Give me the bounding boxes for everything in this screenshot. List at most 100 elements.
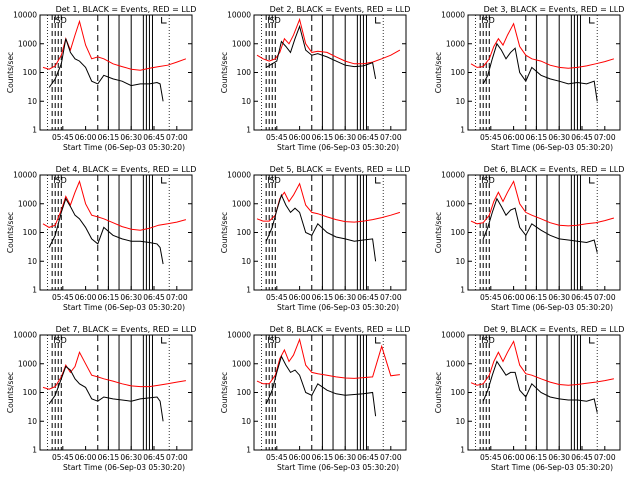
x-axis-label: Start Time (06-Sep-03 05:30:20) xyxy=(63,463,185,472)
y-tick-label: 10000 xyxy=(441,11,465,20)
y-tick-label: 1000 xyxy=(232,39,251,48)
lld-series-line xyxy=(42,179,187,231)
bracket-marker xyxy=(589,177,595,184)
x-tick-label: 06:30 xyxy=(548,133,570,142)
detector-panel-6: 1 10 100 1000 10000 05:45 06:00 06:15 06:30 06:45… xyxy=(434,165,624,312)
x-tick-label: 06:00 xyxy=(503,293,525,302)
isd-marker-label: ISD xyxy=(481,176,495,185)
detector-panel-3: 1 10 100 1000 10000 05:45 06:00 06:15 06:30 06:45… xyxy=(434,5,624,152)
y-tick-label: 10 xyxy=(241,97,251,106)
y-axis-label: Counts/sec xyxy=(220,212,229,253)
bracket-marker xyxy=(161,177,167,184)
lld-series-line xyxy=(42,19,187,71)
lld-series-line xyxy=(256,182,401,223)
y-tick-label: 100 xyxy=(23,68,38,77)
y-tick-label: 10000 xyxy=(227,11,251,20)
y-tick-label: 1 xyxy=(246,286,251,295)
x-tick-label: 06:00 xyxy=(75,453,97,462)
x-tick-label: 06:15 xyxy=(312,453,334,462)
x-tick-label: 06:30 xyxy=(334,293,356,302)
panel-title: Det 4, BLACK = Events, RED = LLD xyxy=(56,165,197,174)
y-tick-label: 1 xyxy=(246,126,251,135)
y-tick-label: 1 xyxy=(32,126,37,135)
detector-panel-7: 1 10 100 1000 10000 05:45 06:00 06:15 06:30 06:45… xyxy=(6,325,196,472)
isd-marker-label: ISD xyxy=(481,16,495,25)
events-series-line xyxy=(48,197,164,265)
x-tick-label: 05:45 xyxy=(52,133,74,142)
x-tick-label: 06:45 xyxy=(143,133,165,142)
y-tick-label: 1000 xyxy=(232,199,251,208)
x-tick-label: 07:00 xyxy=(594,453,616,462)
x-tick-label: 05:45 xyxy=(266,133,288,142)
y-tick-label: 1 xyxy=(460,446,465,455)
bracket-marker xyxy=(375,17,381,24)
x-tick-label: 06:45 xyxy=(143,293,165,302)
x-tick-label: 05:45 xyxy=(266,293,288,302)
x-axis-label: Start Time (06-Sep-03 05:30:20) xyxy=(491,463,613,472)
y-tick-label: 10 xyxy=(455,257,465,266)
x-tick-label: 07:00 xyxy=(594,293,616,302)
x-tick-label: 06:45 xyxy=(357,453,379,462)
y-axis-label: Counts/sec xyxy=(6,372,15,413)
events-series-line xyxy=(265,355,377,417)
isd-marker-label: ISD xyxy=(53,176,67,185)
y-axis-label: Counts/sec xyxy=(6,52,15,93)
x-tick-label: 06:30 xyxy=(120,133,142,142)
detector-panel-5: 1 10 100 1000 10000 05:45 06:00 06:15 06:30 06:45… xyxy=(220,165,410,312)
y-tick-label: 10 xyxy=(455,97,465,106)
x-tick-label: 05:45 xyxy=(480,133,502,142)
y-axis-label: Counts/sec xyxy=(6,212,15,253)
y-tick-label: 100 xyxy=(237,68,252,77)
panel-title: Det 5, BLACK = Events, RED = LLD xyxy=(270,165,411,174)
y-axis-label: Counts/sec xyxy=(220,372,229,413)
y-tick-label: 100 xyxy=(237,388,252,397)
bracket-marker xyxy=(589,17,595,24)
y-tick-label: 10000 xyxy=(13,171,37,180)
x-axis-label: Start Time (06-Sep-03 05:30:20) xyxy=(63,143,185,152)
detector-panel-9: 1 10 100 1000 10000 05:45 06:00 06:15 06:30 06:45… xyxy=(434,325,624,472)
y-tick-label: 10000 xyxy=(13,11,37,20)
y-tick-label: 1000 xyxy=(18,39,37,48)
x-tick-label: 07:00 xyxy=(380,293,402,302)
x-axis-label: Start Time (06-Sep-03 05:30:20) xyxy=(491,303,613,312)
y-tick-label: 1000 xyxy=(232,359,251,368)
x-tick-label: 06:45 xyxy=(571,133,593,142)
y-tick-label: 1000 xyxy=(446,39,465,48)
y-axis-label: Counts/sec xyxy=(220,52,229,93)
y-tick-label: 1000 xyxy=(446,359,465,368)
panel-title: Det 1, BLACK = Events, RED = LLD xyxy=(56,5,197,14)
x-tick-label: 06:15 xyxy=(312,133,334,142)
y-tick-label: 1000 xyxy=(18,359,37,368)
bracket-marker xyxy=(375,337,381,344)
lld-series-line xyxy=(470,22,615,69)
x-tick-label: 06:30 xyxy=(334,453,356,462)
x-tick-label: 06:00 xyxy=(289,293,311,302)
x-tick-label: 05:45 xyxy=(480,453,502,462)
y-tick-label: 10 xyxy=(27,257,37,266)
x-tick-label: 05:45 xyxy=(266,453,288,462)
x-tick-label: 05:45 xyxy=(52,293,74,302)
detector-panel-8: 1 10 100 1000 10000 05:45 06:00 06:15 06:30 06:45… xyxy=(220,325,410,472)
bracket-marker xyxy=(161,337,167,344)
x-tick-label: 06:15 xyxy=(98,133,120,142)
x-tick-label: 05:45 xyxy=(52,453,74,462)
panel-title: Det 9, BLACK = Events, RED = LLD xyxy=(484,325,625,334)
panel-title: Det 3, BLACK = Events, RED = LLD xyxy=(484,5,625,14)
y-tick-label: 10 xyxy=(241,257,251,266)
x-tick-label: 07:00 xyxy=(166,453,188,462)
x-tick-label: 06:15 xyxy=(526,293,548,302)
x-tick-label: 07:00 xyxy=(166,133,188,142)
y-axis-label: Counts/sec xyxy=(434,52,443,93)
y-axis-label: Counts/sec xyxy=(434,212,443,253)
events-series-line xyxy=(265,24,377,79)
x-tick-label: 06:00 xyxy=(289,453,311,462)
y-tick-label: 1 xyxy=(32,446,37,455)
y-tick-label: 10000 xyxy=(13,331,37,340)
bracket-marker xyxy=(589,337,595,344)
isd-marker-label: ISD xyxy=(267,336,281,345)
bracket-marker xyxy=(161,17,167,24)
y-tick-label: 10 xyxy=(455,417,465,426)
y-tick-label: 100 xyxy=(451,68,466,77)
y-tick-label: 1 xyxy=(460,286,465,295)
